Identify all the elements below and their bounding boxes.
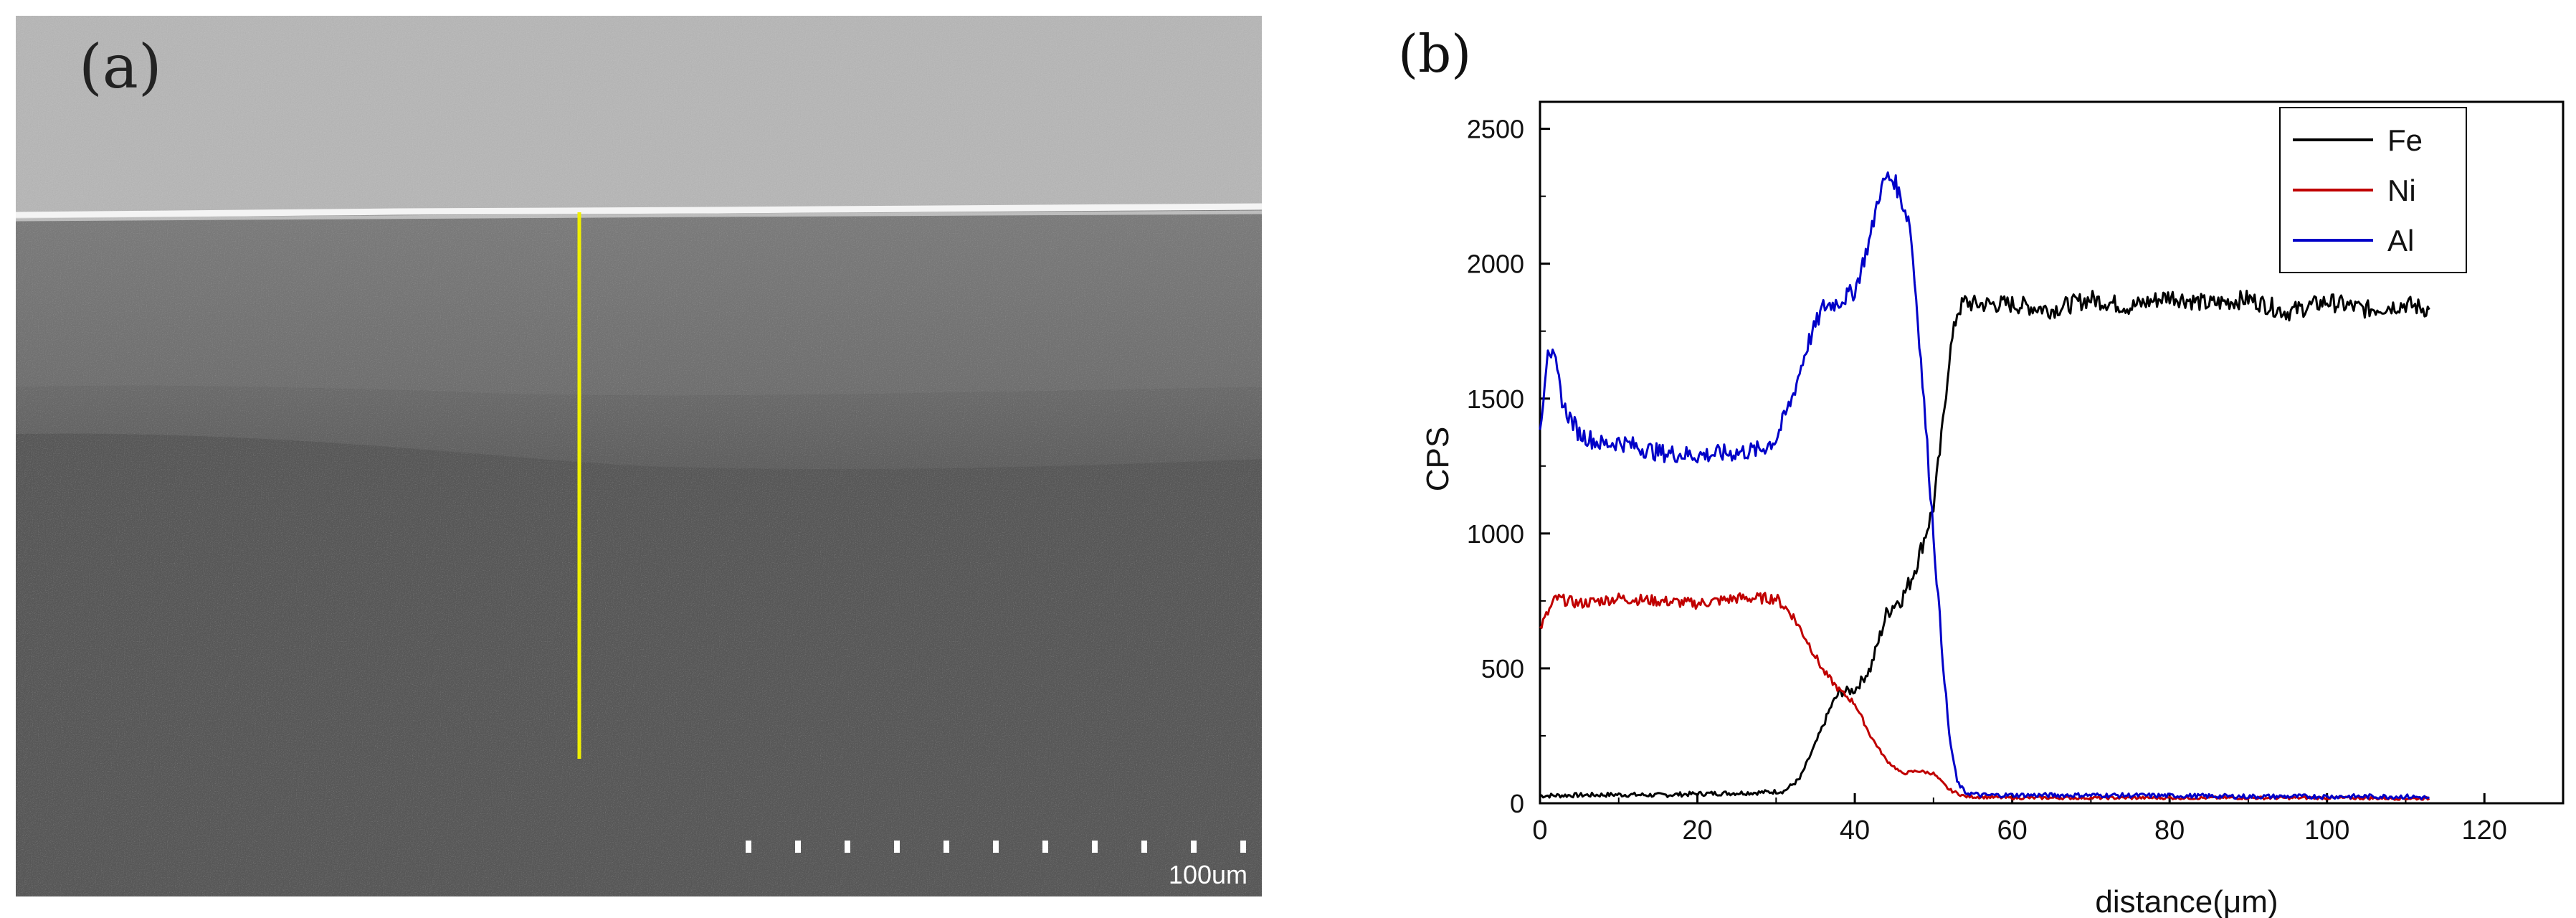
chart-axes: 0 20 40 60 80 100 120 0 500 1000 1500 2000 2500 xyxy=(1467,100,2565,846)
plot-frame xyxy=(1539,100,2565,805)
y-tick-label: 2000 xyxy=(1467,250,1524,279)
x-axis-label: distance(μm) xyxy=(2095,884,2278,918)
x-tick-label: 0 xyxy=(1532,815,1547,846)
legend-label-ni: Ni xyxy=(2387,174,2416,207)
y-tick-label: 1500 xyxy=(1467,384,1524,414)
scale-bar-label: 100um xyxy=(1169,860,1247,889)
linescan-chart-panel: (b) 0 20 40 60 80 100 120 0 500 1000 1500 2000 2500 … xyxy=(1348,0,2576,918)
sem-image-panel: 100um (a) xyxy=(0,0,1262,918)
linescan-chart: (b) 0 20 40 60 80 100 12005001000150020002500 … xyxy=(1398,24,2565,918)
coating-layer xyxy=(16,208,1262,396)
series-line-al xyxy=(1539,171,2430,800)
panel-a-label: (a) xyxy=(79,32,162,102)
series-line-fe xyxy=(1539,289,2430,799)
series-line-ni xyxy=(1539,592,2430,801)
sem-texture xyxy=(16,16,1262,896)
x-tick-label: 100 xyxy=(2304,815,2349,846)
sem-micrograph: 100um (a) xyxy=(15,16,1262,896)
y-tick-label: 1000 xyxy=(1467,519,1524,549)
x-tick-label: 40 xyxy=(1840,815,1870,846)
y-tick-label: 2500 xyxy=(1467,115,1524,144)
surface-edge-shadow xyxy=(15,210,1262,222)
diffusion-layer xyxy=(16,385,1262,470)
x-tick-label: 20 xyxy=(1682,815,1712,846)
x-tick-label: 120 xyxy=(2462,815,2507,846)
legend-label-fe: Fe xyxy=(2387,123,2423,157)
x-tick-label: 60 xyxy=(1997,815,2027,846)
scale-bar xyxy=(746,841,1246,853)
chart-series xyxy=(1539,171,2430,801)
y-tick-label: 0 xyxy=(1510,789,1524,818)
top-region xyxy=(16,16,1262,213)
x-tick-label: 80 xyxy=(2154,815,2185,846)
panel-b-label: (b) xyxy=(1398,24,1471,84)
legend-label-al: Al xyxy=(2387,224,2414,257)
surface-edge xyxy=(15,203,1262,219)
y-axis-label: CPS xyxy=(1420,427,1455,491)
y-tick-label: 500 xyxy=(1481,654,1524,683)
chart-legend: Fe Ni Al xyxy=(2279,107,2467,273)
